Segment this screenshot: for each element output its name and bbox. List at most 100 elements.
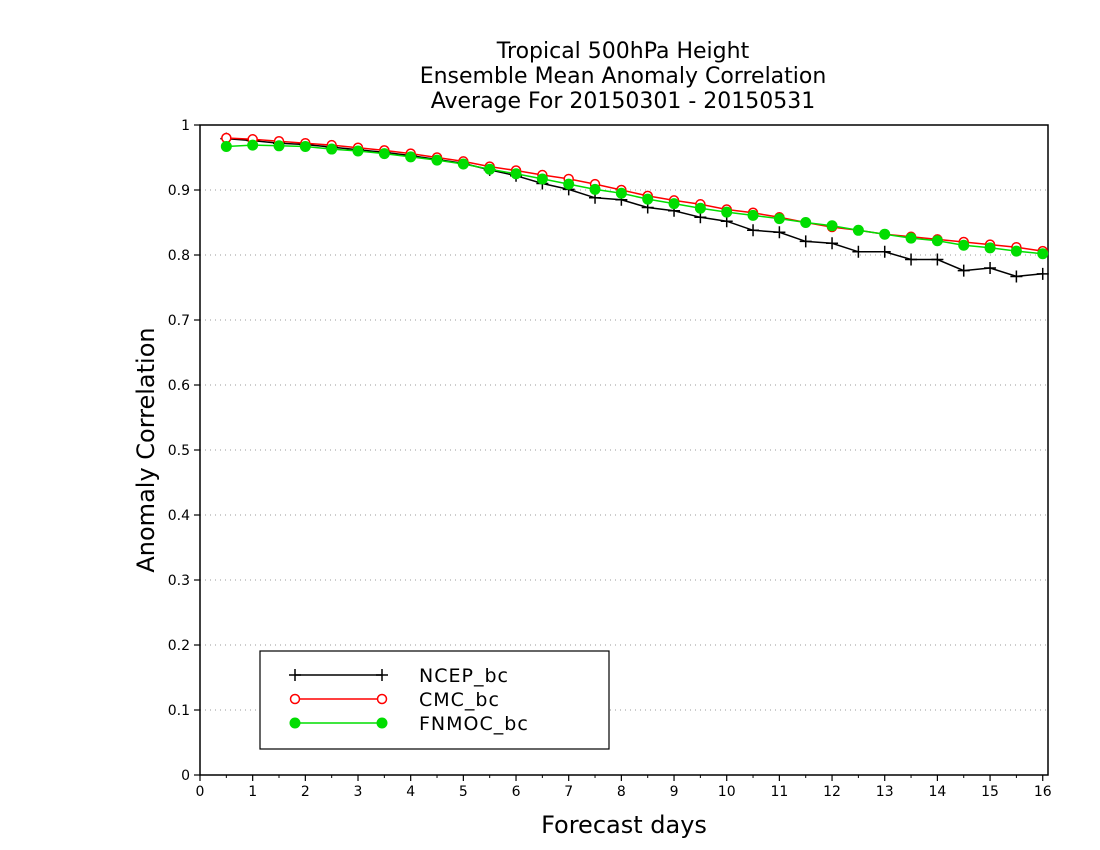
data-point [1010,245,1022,257]
title-line-1: Tropical 500hPa Height [496,39,750,64]
data-point [510,168,522,180]
legend-marker [376,669,388,681]
data-point [378,148,390,160]
y-axis-label: Anomaly Correlation [132,327,160,572]
x-tick-label: 4 [406,784,415,800]
legend-marker [289,669,301,681]
data-point [431,154,443,166]
data-point [247,139,259,151]
y-tick-label: 0.3 [168,573,190,589]
data-point [905,253,918,266]
data-point [220,140,232,152]
data-point [905,232,917,244]
data-point [484,163,496,175]
y-tick-label: 0.6 [168,378,190,394]
data-point [879,228,891,240]
data-point [747,209,759,221]
x-tick-label: 15 [981,784,999,800]
data-point [1037,248,1049,260]
data-point [694,202,706,214]
y-tick-label: 0 [181,768,190,784]
x-tick-label: 2 [301,784,310,800]
data-point [984,242,996,254]
x-tick-label: 8 [617,784,626,800]
data-point [878,245,891,258]
data-point [957,264,970,277]
series-line [226,137,1043,252]
x-tick-label: 1 [248,784,257,800]
series-fnmoc-bc [220,139,1049,260]
data-point [747,224,760,237]
data-point [931,253,944,266]
data-point [852,245,865,258]
data-point [1036,267,1049,280]
x-tick-label: 6 [512,784,521,800]
data-point [405,151,417,163]
x-tick-label: 5 [459,784,468,800]
legend-marker [376,717,388,729]
legend-item: FNMOC_bc [289,713,529,735]
series-cmc-bc [221,132,1048,257]
data-point [615,187,627,199]
legend-label: FNMOC_bc [419,713,529,735]
x-tick-label: 10 [718,784,736,800]
axes: 00.10.20.30.40.50.60.70.80.910 1 2 3 4 5 6 7 8 9 1… [168,118,1052,800]
data-point [852,224,864,236]
y-tick-label: 0.8 [168,248,190,264]
series-line [226,137,1043,278]
data-point [931,235,943,247]
x-tick-label: 0 [196,784,205,800]
legend-marker [289,717,301,729]
data-point [721,206,733,218]
series-layer [220,132,1049,283]
data-point [826,220,838,232]
data-point [536,173,548,185]
data-point [773,213,785,225]
legend-label: CMC_bc [419,689,500,711]
legend-marker [289,693,301,705]
y-tick-label: 0.7 [168,313,190,329]
data-point [958,239,970,251]
x-tick-label: 13 [876,784,894,800]
x-tick-label: 7 [564,784,573,800]
data-point [326,143,338,155]
legend-label: NCEP_bc [419,665,509,687]
y-tick-label: 0.4 [168,508,190,524]
data-point [299,140,311,152]
y-tick-label: 0.5 [168,443,190,459]
y-tick-label: 0.1 [168,703,190,719]
x-axis-label: Forecast days [541,811,707,839]
data-point [642,193,654,205]
grid-lines [200,189,1048,711]
data-point [800,217,812,228]
legend-item: CMC_bc [289,689,500,711]
data-point [1010,270,1023,283]
title-line-3: Average For 20150301 - 20150531 [431,89,816,114]
data-point [668,198,680,210]
legend-marker [376,693,388,705]
data-point [826,237,839,250]
legend-item: NCEP_bc [289,665,509,687]
data-point [984,262,997,274]
data-point [563,178,575,190]
y-tick-label: 0.9 [168,183,190,199]
data-point [273,140,285,152]
x-tick-label: 12 [823,784,841,800]
title-line-2: Ensemble Mean Anomaly Correlation [420,64,827,89]
y-tick-label: 1 [181,118,190,134]
series-ncep-bc [220,132,1049,283]
x-tick-label: 14 [928,784,946,800]
data-point [352,145,364,157]
x-tick-label: 11 [770,784,788,800]
data-point [773,226,786,239]
data-point [589,183,601,195]
x-tick-label: 16 [1034,784,1052,800]
legend-box [259,650,610,750]
y-tick-label: 0.2 [168,638,190,654]
x-tick-label: 9 [670,784,679,800]
data-point [457,158,469,170]
x-tick-label: 3 [354,784,363,800]
